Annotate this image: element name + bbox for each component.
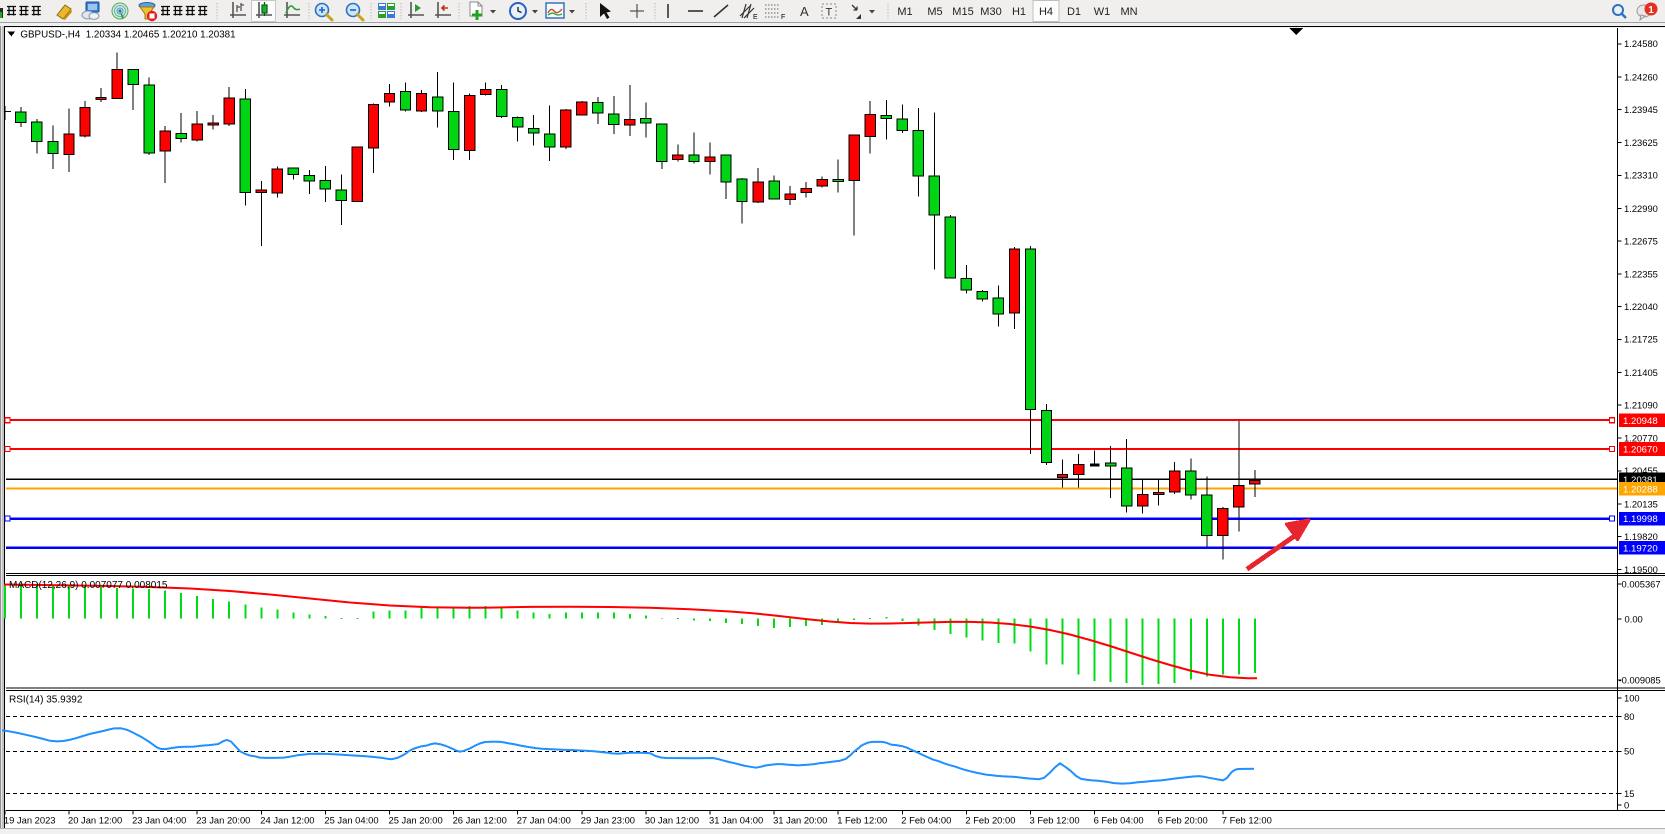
svg-text:29 Jan 23:00: 29 Jan 23:00 [581,815,635,826]
svg-text:25 Jan 04:00: 25 Jan 04:00 [324,815,378,826]
svg-text:1.19500: 1.19500 [1624,564,1658,575]
svg-text:MN: MN [1120,6,1137,18]
svg-text:1.20455: 1.20455 [1624,465,1658,476]
svg-text:1.20948: 1.20948 [1623,416,1658,427]
svg-text:H1: H1 [1012,6,1026,18]
svg-text:W1: W1 [1094,6,1111,18]
svg-text:1.20381: 1.20381 [1623,475,1658,486]
svg-text:24 Jan 12:00: 24 Jan 12:00 [260,815,314,826]
svg-text:1.23310: 1.23310 [1624,170,1658,181]
svg-text:1.21090: 1.21090 [1624,400,1658,411]
svg-text:100: 100 [1624,692,1640,703]
svg-text:E: E [753,14,758,21]
svg-text:1.22675: 1.22675 [1624,235,1658,246]
svg-text:M5: M5 [927,6,942,18]
svg-text:T: T [826,7,833,19]
svg-text:31 Jan 20:00: 31 Jan 20:00 [773,815,827,826]
svg-text:1 Feb 12:00: 1 Feb 12:00 [837,815,887,826]
svg-text:19 Jan 2023: 19 Jan 2023 [4,815,56,826]
svg-text:1.21725: 1.21725 [1624,334,1658,345]
svg-text:1.24580: 1.24580 [1624,38,1658,49]
svg-text:80: 80 [1624,711,1634,722]
svg-text:1.19820: 1.19820 [1624,531,1658,542]
svg-text:1.20770: 1.20770 [1624,433,1658,444]
svg-text:M1: M1 [897,6,912,18]
svg-text:1.23945: 1.23945 [1624,104,1658,115]
svg-text:1.22355: 1.22355 [1624,269,1658,280]
svg-text:A: A [800,4,809,19]
svg-text:27 Jan 04:00: 27 Jan 04:00 [517,815,571,826]
svg-text:1.22990: 1.22990 [1624,203,1658,214]
svg-text:0: 0 [1624,799,1629,810]
svg-text:2 Feb 04:00: 2 Feb 04:00 [901,815,951,826]
svg-text:25 Jan 20:00: 25 Jan 20:00 [389,815,443,826]
svg-text:H4: H4 [1039,6,1053,18]
svg-text:6 Feb 04:00: 6 Feb 04:00 [1094,815,1144,826]
svg-text:20 Jan 12:00: 20 Jan 12:00 [68,815,122,826]
svg-text:-0.009085: -0.009085 [1619,674,1661,685]
svg-text:1: 1 [1648,5,1654,16]
svg-text:M30: M30 [980,6,1001,18]
svg-text:0.005367: 0.005367 [1622,578,1661,589]
svg-text:1.20288: 1.20288 [1623,484,1658,495]
svg-text:30 Jan 12:00: 30 Jan 12:00 [645,815,699,826]
svg-text:GBPUSD-,H4 1.20334 1.20465 1.: GBPUSD-,H4 1.20334 1.20465 1.20210 1.203… [20,30,235,41]
svg-text:1.19720: 1.19720 [1623,543,1658,554]
svg-text:1.20135: 1.20135 [1624,498,1658,509]
svg-text:3 Feb 12:00: 3 Feb 12:00 [1030,815,1080,826]
svg-text:1.23625: 1.23625 [1624,137,1658,148]
svg-text:7 Feb 12:00: 7 Feb 12:00 [1222,815,1272,826]
svg-text:31 Jan 04:00: 31 Jan 04:00 [709,815,763,826]
svg-text:26 Jan 12:00: 26 Jan 12:00 [453,815,507,826]
svg-text:50: 50 [1624,746,1634,757]
svg-text:1.22040: 1.22040 [1624,301,1658,312]
svg-text:23 Jan 04:00: 23 Jan 04:00 [132,815,186,826]
svg-text:M15: M15 [952,6,973,18]
svg-text:1.20670: 1.20670 [1623,445,1658,456]
svg-text:15: 15 [1624,788,1634,799]
svg-text:23 Jan 20:00: 23 Jan 20:00 [196,815,250,826]
svg-text:1.21405: 1.21405 [1624,367,1658,378]
svg-text:0.00: 0.00 [1625,613,1643,624]
svg-text:F: F [781,14,785,21]
svg-text:D1: D1 [1067,6,1081,18]
svg-text:1.24260: 1.24260 [1624,71,1658,82]
svg-text:2 Feb 20:00: 2 Feb 20:00 [965,815,1015,826]
svg-text:RSI(14) 35.9392: RSI(14) 35.9392 [9,695,83,706]
svg-text:1.19998: 1.19998 [1623,514,1658,525]
svg-text:MACD(12,26,9) 0.007077 0.00801: MACD(12,26,9) 0.007077 0.008015 [9,580,168,591]
svg-text:6 Feb 20:00: 6 Feb 20:00 [1158,815,1208,826]
